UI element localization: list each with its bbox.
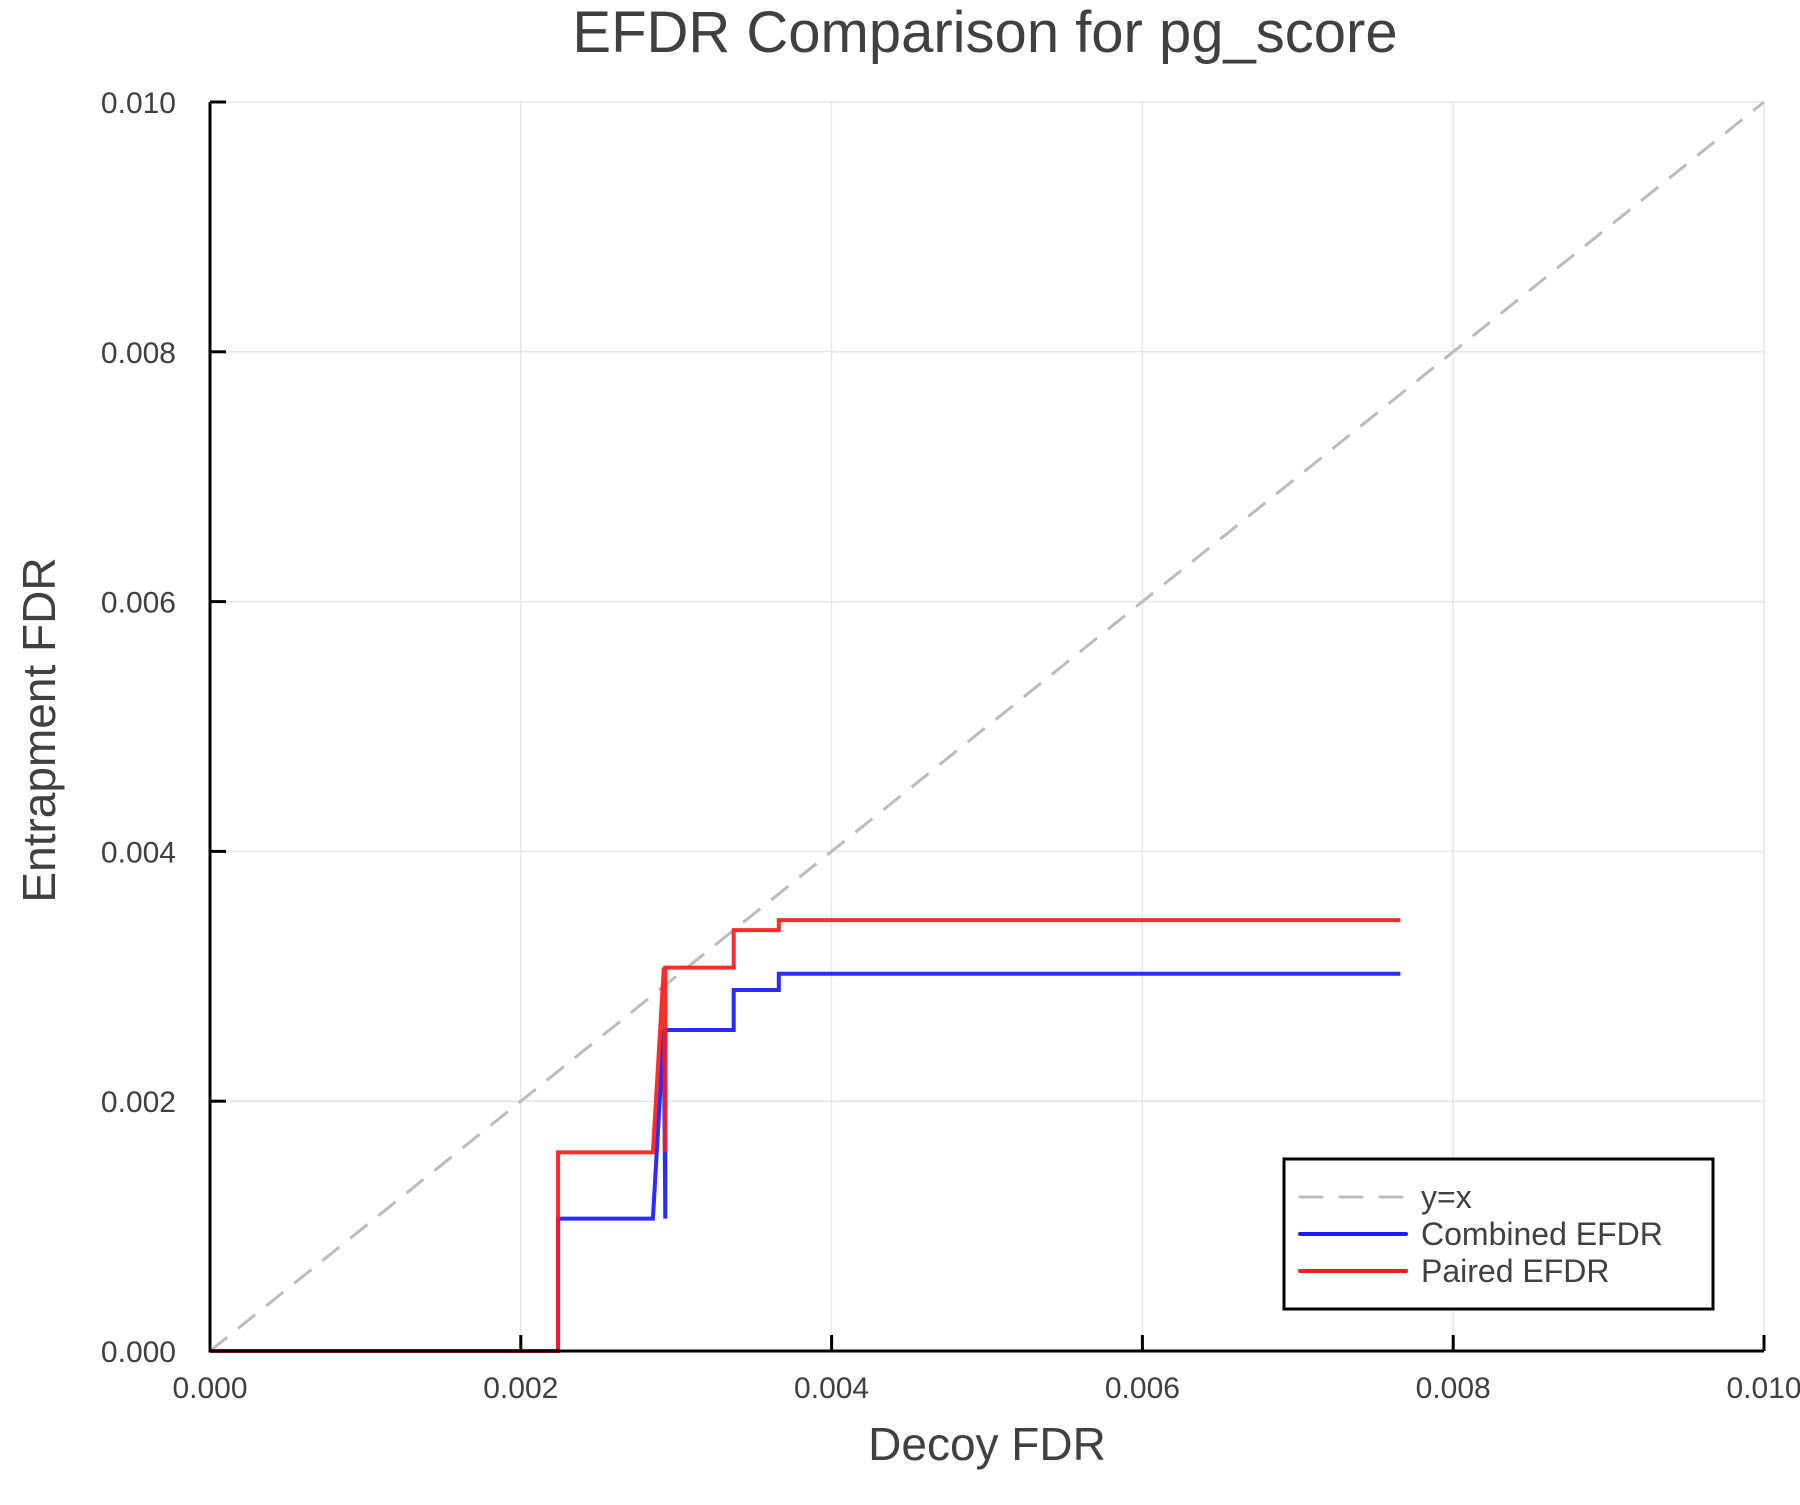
combined-efdr-line [210,971,1401,1353]
legend-label: Paired EFDR [1421,1253,1610,1289]
chart-title: EFDR Comparison for pg_score [572,0,1397,65]
y-tick-label: 0.000 [101,1336,176,1369]
y-x-line [209,100,1765,1353]
y-tick-label: 0.002 [101,1086,176,1119]
paired-efdr-line [210,918,1401,1353]
legend-label: y=x [1421,1179,1472,1215]
y-tick-label: 0.006 [101,587,176,620]
x-tick-label: 0.010 [1726,1372,1800,1405]
y-tick-label: 0.004 [101,836,176,869]
x-tick-label: 0.000 [172,1372,247,1405]
x-axis-label: Decoy FDR [868,1418,1106,1470]
x-tick-label: 0.008 [1416,1372,1491,1405]
x-tick-label: 0.002 [483,1372,558,1405]
x-tick-label: 0.004 [794,1372,869,1405]
y-tick-label: 0.008 [101,337,176,370]
plot-series [209,100,1765,1353]
y-tick-label: 0.010 [101,87,176,120]
legend-label: Combined EFDR [1421,1216,1663,1252]
axes [208,100,1766,1353]
x-tick-label: 0.006 [1105,1372,1180,1405]
y-axis-label: Entrapment FDR [13,557,65,902]
tick-labels: 0.000 0.002 0.004 0.006 0.008 0.010 0.000 0.002… [101,87,1800,1405]
